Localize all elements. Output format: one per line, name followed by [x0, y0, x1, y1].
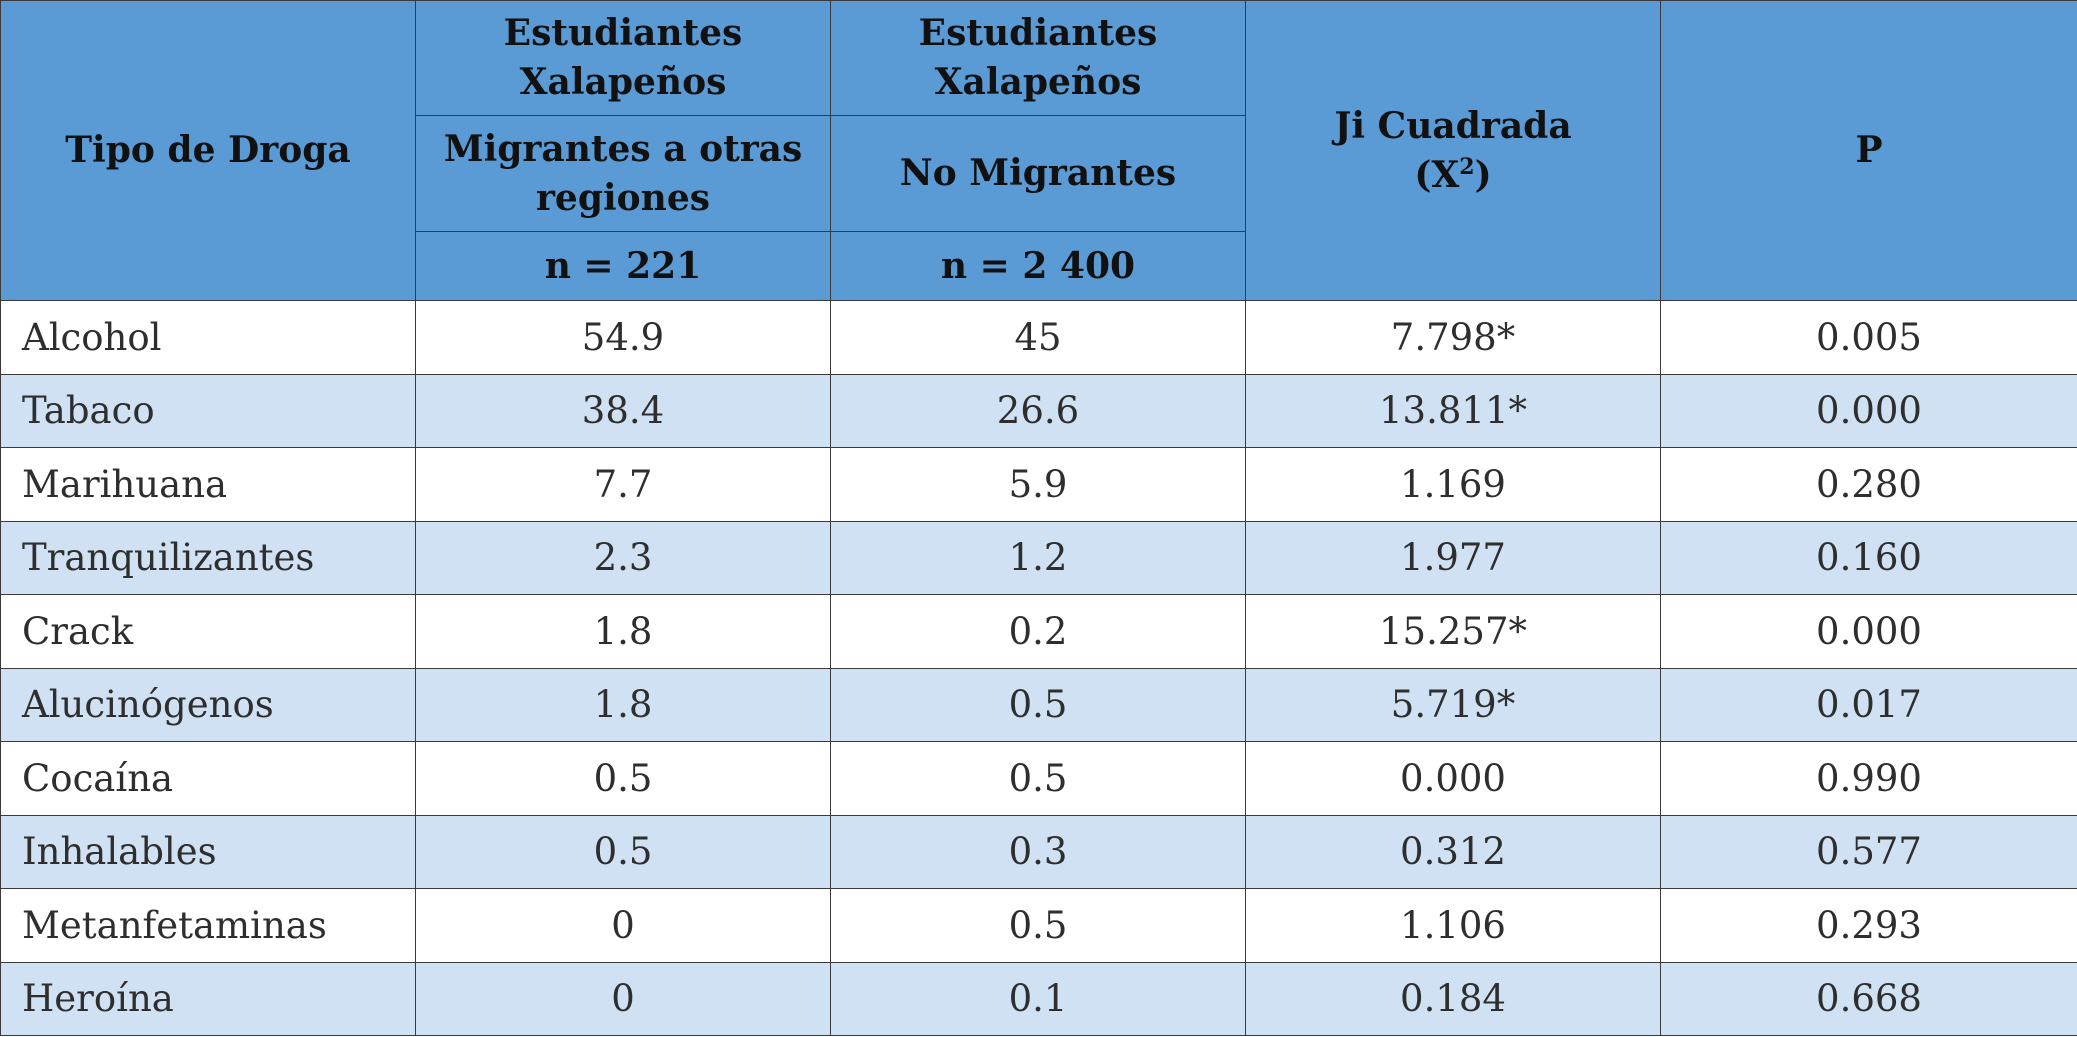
header-group1-subtitle: Migrantes a otras regiones	[415, 115, 831, 232]
cell-no-migrantes: 45	[830, 300, 1246, 375]
header-chi-square: Ji Cuadrada (X2)	[1245, 0, 1661, 301]
header-chi-square-line1: Ji Cuadrada	[1334, 104, 1572, 147]
cell-p: 0.005	[1660, 300, 2077, 375]
cell-no-migrantes: 0.5	[830, 741, 1246, 816]
superscript-two: 2	[1459, 153, 1475, 180]
header-group1-subtitle-line1: Migrantes a otras	[443, 127, 803, 170]
table-row: Tabaco 38.4 26.6 13.811* 0.000	[0, 373, 2077, 448]
header-group2-subtitle: No Migrantes	[830, 115, 1246, 232]
cell-chi-square: 13.811*	[1245, 373, 1661, 448]
table-row: Tranquilizantes 2.3 1.2 1.977 0.160	[0, 520, 2077, 595]
cell-chi-square: 1.106	[1245, 888, 1661, 963]
cell-migrantes: 0.5	[415, 741, 831, 816]
cell-p: 0.293	[1660, 888, 2077, 963]
header-group1-title: Estudiantes Xalapeños	[415, 0, 831, 116]
cell-drug: Alcohol	[0, 300, 416, 375]
header-drug-type: Tipo de Droga	[0, 0, 416, 301]
table-row: Cocaína 0.5 0.5 0.000 0.990	[0, 741, 2077, 816]
cell-no-migrantes: 0.5	[830, 667, 1246, 742]
cell-migrantes: 2.3	[415, 520, 831, 595]
cell-migrantes: 0	[415, 961, 831, 1036]
cell-drug: Alucinógenos	[0, 667, 416, 742]
cell-migrantes: 7.7	[415, 447, 831, 522]
cell-p: 0.280	[1660, 447, 2077, 522]
header-p-value: P	[1660, 0, 2077, 301]
header-group2-title-line1: Estudiantes	[918, 12, 1158, 54]
cell-chi-square: 0.184	[1245, 961, 1661, 1036]
cell-p: 0.160	[1660, 520, 2077, 595]
cell-drug: Heroína	[0, 961, 416, 1036]
cell-no-migrantes: 0.2	[830, 594, 1246, 669]
cell-drug: Metanfetaminas	[0, 888, 416, 963]
table-row: Crack 1.8 0.2 15.257* 0.000	[0, 594, 2077, 669]
cell-migrantes: 0.5	[415, 814, 831, 889]
header-group2-n: n = 2 400	[830, 231, 1246, 301]
cell-chi-square: 1.977	[1245, 520, 1661, 595]
cell-migrantes: 1.8	[415, 667, 831, 742]
header-group1-n: n = 221	[415, 231, 831, 301]
table-row: Alucinógenos 1.8 0.5 5.719* 0.017	[0, 667, 2077, 742]
table-body: Alcohol 54.9 45 7.798* 0.005 Tabaco 38.4…	[0, 300, 2077, 1036]
cell-p: 0.577	[1660, 814, 2077, 889]
cell-no-migrantes: 0.5	[830, 888, 1246, 963]
header-chi-square-line2: (X2)	[1414, 153, 1492, 196]
header-group1-title-line2: Xalapeños	[519, 61, 727, 103]
cell-no-migrantes: 0.3	[830, 814, 1246, 889]
header-group2-title: Estudiantes Xalapeños	[830, 0, 1246, 116]
header-group2-title-line2: Xalapeños	[934, 61, 1142, 103]
cell-p: 0.000	[1660, 594, 2077, 669]
cell-migrantes: 1.8	[415, 594, 831, 669]
cell-chi-square: 15.257*	[1245, 594, 1661, 669]
cell-no-migrantes: 26.6	[830, 373, 1246, 448]
cell-chi-square: 0.312	[1245, 814, 1661, 889]
table-row: Metanfetaminas 0 0.5 1.106 0.293	[0, 888, 2077, 963]
table-row: Alcohol 54.9 45 7.798* 0.005	[0, 300, 2077, 375]
cell-chi-square: 7.798*	[1245, 300, 1661, 375]
cell-drug: Cocaína	[0, 741, 416, 816]
table-row: Marihuana 7.7 5.9 1.169 0.280	[0, 447, 2077, 522]
cell-drug: Tabaco	[0, 373, 416, 448]
cell-drug: Inhalables	[0, 814, 416, 889]
table-row: Inhalables 0.5 0.3 0.312 0.577	[0, 814, 2077, 889]
cell-drug: Tranquilizantes	[0, 520, 416, 595]
cell-p: 0.017	[1660, 667, 2077, 742]
cell-no-migrantes: 1.2	[830, 520, 1246, 595]
cell-drug: Crack	[0, 594, 416, 669]
cell-no-migrantes: 0.1	[830, 961, 1246, 1036]
cell-drug: Marihuana	[0, 447, 416, 522]
cell-p: 0.000	[1660, 373, 2077, 448]
cell-chi-square: 0.000	[1245, 741, 1661, 816]
header-group1-title-line1: Estudiantes	[503, 12, 743, 54]
table-header: Tipo de Droga Estudiantes Xalapeños Estu…	[0, 0, 2077, 301]
cell-p: 0.668	[1660, 961, 2077, 1036]
cell-p: 0.990	[1660, 741, 2077, 816]
cell-chi-square: 5.719*	[1245, 667, 1661, 742]
cell-migrantes: 38.4	[415, 373, 831, 448]
cell-no-migrantes: 5.9	[830, 447, 1246, 522]
header-group1-subtitle-line2: regiones	[535, 176, 711, 219]
cell-migrantes: 54.9	[415, 300, 831, 375]
cell-migrantes: 0	[415, 888, 831, 963]
table-row: Heroína 0 0.1 0.184 0.668	[0, 961, 2077, 1036]
cell-chi-square: 1.169	[1245, 447, 1661, 522]
